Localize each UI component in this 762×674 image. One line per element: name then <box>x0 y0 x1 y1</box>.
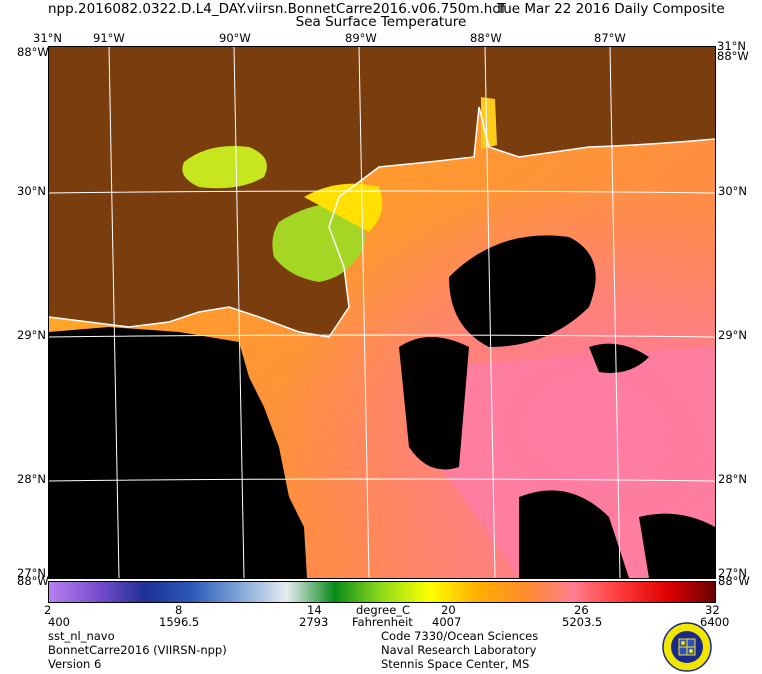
sst-map[interactable] <box>48 46 716 579</box>
scale-c-2: 2 <box>44 603 52 617</box>
scale-f-2793: 2793 <box>299 615 329 629</box>
corner-label-top-left: 88°W <box>17 45 49 59</box>
scale-c-20: 20 <box>441 603 456 617</box>
lat-label-top-right: 31°N <box>717 39 746 53</box>
unit-celsius: degree_C <box>356 603 411 617</box>
product-code: sst_nl_navo <box>48 629 115 643</box>
lon-label-91w: 91°W <box>93 31 125 45</box>
coastline <box>49 106 715 338</box>
lat-label-top-left: 31°N <box>33 31 62 45</box>
scale-c-32: 32 <box>705 603 720 617</box>
lat-label-bottom-right: 27°N <box>718 566 747 580</box>
scale-f-4007: 4007 <box>432 615 462 629</box>
scale-f-5203: 5203.5 <box>562 615 603 629</box>
lon-label-88w: 88°W <box>470 31 502 45</box>
scale-f-400: 400 <box>48 615 70 629</box>
scale-c-8: 8 <box>175 603 183 617</box>
lat-label-28n-right: 28°N <box>718 472 747 486</box>
scale-c-26: 26 <box>574 603 589 617</box>
nrl-seal-logo <box>662 622 712 672</box>
land <box>49 47 715 337</box>
scale-f-1596: 1596.5 <box>159 615 200 629</box>
org-code: Code 7330/Ocean Sciences <box>381 629 539 643</box>
lat-label-28n-left: 28°N <box>17 472 46 486</box>
composite-date: Tue Mar 22 2016 Daily Composite <box>497 1 725 17</box>
unit-fahrenheit: Fahrenheit <box>352 615 413 629</box>
mobile-bay <box>481 97 497 149</box>
org-name: Naval Research Laboratory <box>381 643 537 657</box>
scale-f-6400: 6400 <box>700 615 730 629</box>
corner-label-top-right: 88°W <box>717 49 749 63</box>
corner-label-bottom-right: 88°W <box>718 574 750 588</box>
scale-c-14: 14 <box>307 603 322 617</box>
lat-label-29n-right: 29°N <box>718 328 747 342</box>
color-scale-bar <box>48 581 716 603</box>
lat-label-30n-right: 30°N <box>718 184 747 198</box>
no-data-clouds <box>399 235 715 578</box>
product-title: Sea Surface Temperature <box>295 14 467 30</box>
version-label: Version 6 <box>48 657 102 671</box>
lon-label-90w: 90°W <box>219 31 251 45</box>
lat-label-29n-left: 29°N <box>17 328 46 342</box>
graticule <box>49 47 715 578</box>
lake-pontchartrain <box>182 146 267 189</box>
file-name: npp.2016082.0322.D.L4_DAY.viirsn.BonnetC… <box>48 1 506 17</box>
lat-label-30n-left: 30°N <box>17 184 46 198</box>
lon-label-89w: 89°W <box>345 31 377 45</box>
lon-label-87w: 87°W <box>594 31 626 45</box>
corner-label-bottom-left: 88°W <box>17 574 49 588</box>
org-location: Stennis Space Center, MS <box>381 657 530 671</box>
region-name: BonnetCarre2016 (VIIRSN-npp) <box>48 643 227 657</box>
lat-label-bottom-left: 27°N <box>17 566 46 580</box>
